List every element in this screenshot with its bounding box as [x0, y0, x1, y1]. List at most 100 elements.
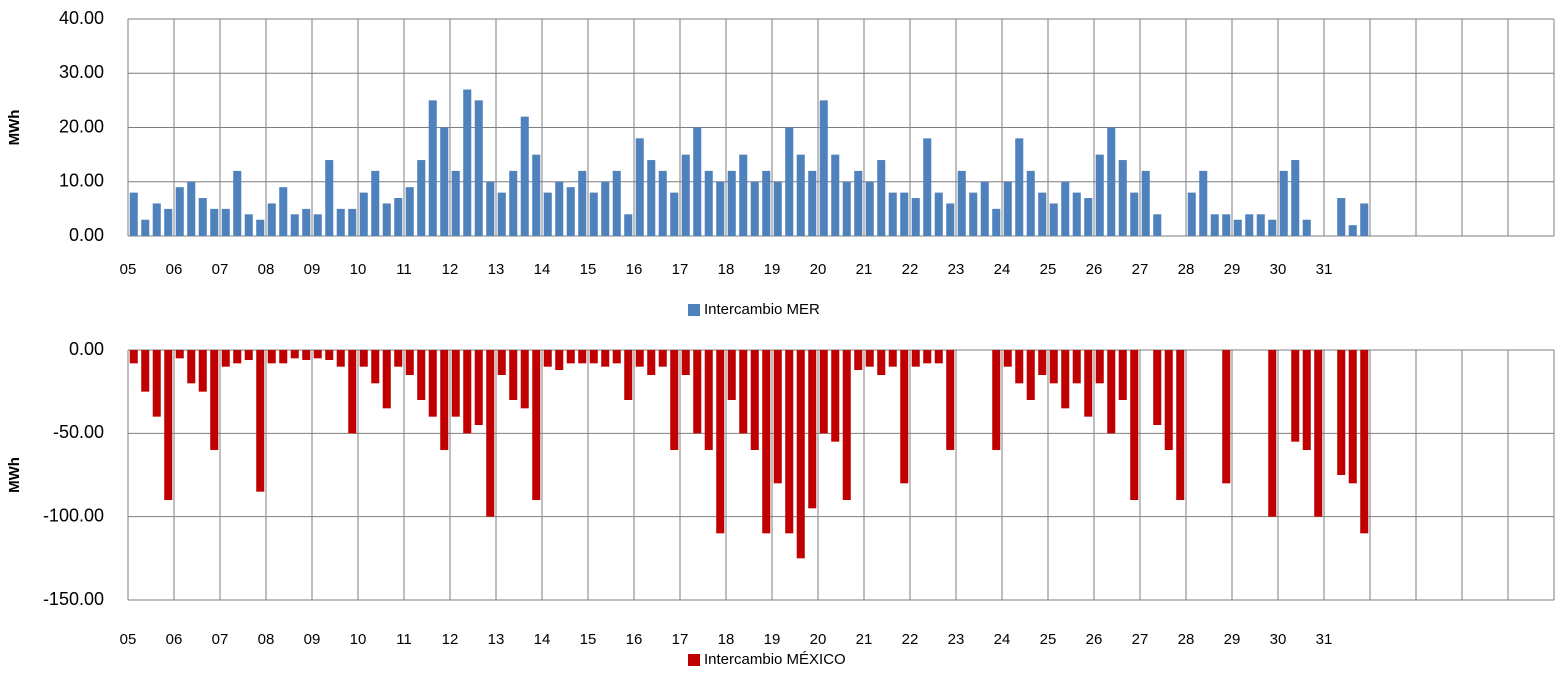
- y-tick-label: 30.00: [59, 62, 104, 82]
- bar: [727, 170, 736, 236]
- bar: [532, 154, 541, 236]
- bar: [1107, 127, 1116, 236]
- bar: [796, 350, 805, 559]
- x-tick-label: 19: [764, 631, 781, 648]
- bar: [497, 192, 506, 236]
- y-tick-label: -150.00: [43, 589, 104, 609]
- x-tick-label: 25: [1040, 261, 1057, 278]
- x-tick-label: 24: [994, 261, 1011, 278]
- bar: [555, 350, 564, 370]
- bar: [233, 170, 242, 236]
- bar: [359, 350, 368, 367]
- x-tick-label: 12: [442, 261, 459, 278]
- bar: [1176, 350, 1185, 500]
- bar: [980, 181, 989, 236]
- bar: [497, 350, 506, 375]
- x-tick-label: 08: [258, 261, 275, 278]
- bar: [1026, 170, 1035, 236]
- x-tick-label: 13: [488, 631, 505, 648]
- bar: [187, 181, 196, 236]
- bar: [1164, 350, 1173, 450]
- bar: [520, 116, 529, 236]
- bar: [739, 154, 748, 236]
- x-tick-label: 31: [1316, 631, 1333, 648]
- bar: [1153, 214, 1162, 236]
- x-tick-label: 25: [1040, 631, 1057, 648]
- bar: [405, 187, 414, 236]
- bar: [900, 192, 909, 236]
- bar: [946, 203, 955, 236]
- bar: [796, 154, 805, 236]
- bar: [785, 350, 794, 534]
- bar: [727, 350, 736, 400]
- x-tick-label: 10: [350, 261, 367, 278]
- y-tick-label: 0.00: [69, 225, 104, 245]
- x-tick-label: 13: [488, 261, 505, 278]
- bar: [762, 170, 771, 236]
- bar: [152, 350, 161, 417]
- legend-label: Intercambio MER: [704, 301, 820, 318]
- x-tick-label: 07: [212, 261, 229, 278]
- bar: [1084, 350, 1093, 417]
- bar: [589, 350, 598, 364]
- bar: [382, 203, 391, 236]
- x-tick-label: 28: [1178, 261, 1195, 278]
- bar: [348, 350, 357, 434]
- bar: [371, 170, 380, 236]
- bar: [1291, 160, 1300, 236]
- bar: [750, 350, 759, 450]
- x-tick-label: 09: [304, 631, 321, 648]
- bar: [509, 170, 518, 236]
- bar: [658, 170, 667, 236]
- x-tick-label: 29: [1224, 261, 1241, 278]
- bar: [1095, 154, 1104, 236]
- bar: [578, 170, 587, 236]
- bar: [371, 350, 380, 384]
- bar: [808, 350, 817, 509]
- bar: [1233, 219, 1242, 236]
- bar: [1268, 219, 1277, 236]
- bar: [624, 350, 633, 400]
- bar: [543, 192, 552, 236]
- bar: [612, 170, 621, 236]
- x-tick-label: 31: [1316, 261, 1333, 278]
- bar: [716, 350, 725, 534]
- x-tick-label: 23: [948, 261, 965, 278]
- bar: [750, 181, 759, 236]
- bar: [1245, 214, 1254, 236]
- bar: [141, 219, 150, 236]
- bar: [313, 214, 322, 236]
- bar: [681, 350, 690, 375]
- x-tick-label: 19: [764, 261, 781, 278]
- bar: [1072, 350, 1081, 384]
- bar: [440, 127, 449, 236]
- bar: [1256, 214, 1265, 236]
- bar: [1038, 350, 1047, 375]
- bar: [1003, 181, 1012, 236]
- x-tick-label: 21: [856, 631, 873, 648]
- bar: [1360, 350, 1369, 534]
- bar: [911, 198, 920, 236]
- x-tick-label: 27: [1132, 631, 1149, 648]
- bar: [1268, 350, 1277, 517]
- bar: [578, 350, 587, 364]
- bar: [129, 192, 138, 236]
- x-tick-label: 11: [396, 631, 412, 648]
- bar: [336, 350, 345, 367]
- bar: [463, 89, 472, 237]
- bar: [417, 160, 426, 236]
- bar: [992, 350, 1001, 450]
- bar: [244, 350, 253, 360]
- bar: [842, 181, 851, 236]
- bar: [716, 181, 725, 236]
- bar: [1061, 350, 1070, 409]
- x-tick-label: 16: [626, 631, 643, 648]
- x-tick-label: 30: [1270, 631, 1287, 648]
- bar: [1015, 138, 1024, 236]
- bar: [1153, 350, 1162, 425]
- bar: [681, 154, 690, 236]
- bar: [1348, 350, 1357, 484]
- bar: [934, 192, 943, 236]
- bar: [175, 350, 184, 359]
